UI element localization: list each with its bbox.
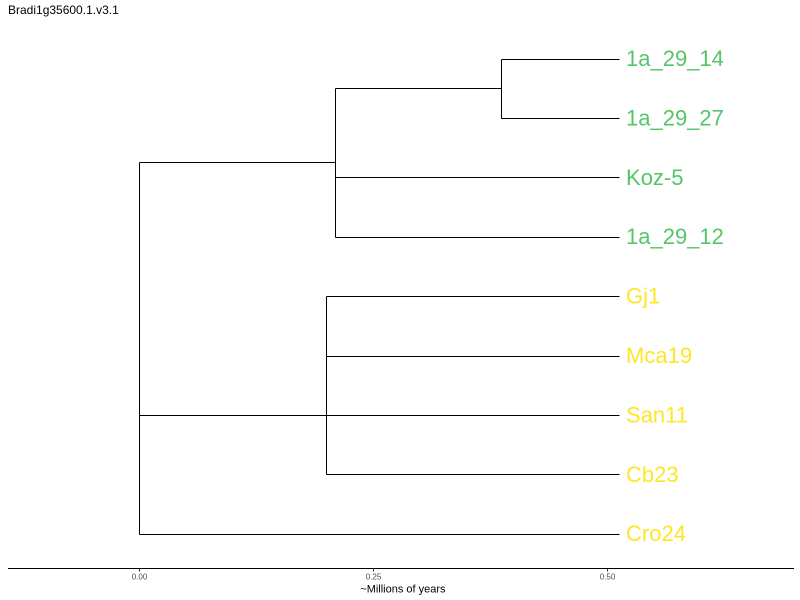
tip-label: San11 bbox=[626, 402, 688, 427]
tip-label: 1a_29_27 bbox=[626, 105, 724, 130]
tip-label: 1a_29_14 bbox=[626, 46, 724, 71]
tip-label: Gj1 bbox=[626, 284, 660, 309]
x-tick-label: 0.25 bbox=[366, 573, 382, 582]
x-tick-label: 0.00 bbox=[132, 573, 148, 582]
tree-branches bbox=[139, 59, 620, 535]
tip-label: Cb23 bbox=[626, 462, 679, 487]
chart-title: Bradi1g35600.1.v3.1 bbox=[8, 3, 119, 17]
tip-label: Koz-5 bbox=[626, 165, 683, 190]
tip-label: 1a_29_12 bbox=[626, 224, 724, 249]
tip-label: Cro24 bbox=[626, 521, 686, 546]
x-axis: 0.00 0.25 0.50 bbox=[8, 568, 794, 582]
tip-labels: 1a_29_14 1a_29_27 Koz-5 1a_29_12 Gj1 Mca19 San… bbox=[626, 46, 724, 546]
x-axis-title: ~Millions of years bbox=[360, 584, 446, 596]
x-tick-label: 0.50 bbox=[600, 573, 616, 582]
tip-label: Mca19 bbox=[626, 343, 692, 368]
